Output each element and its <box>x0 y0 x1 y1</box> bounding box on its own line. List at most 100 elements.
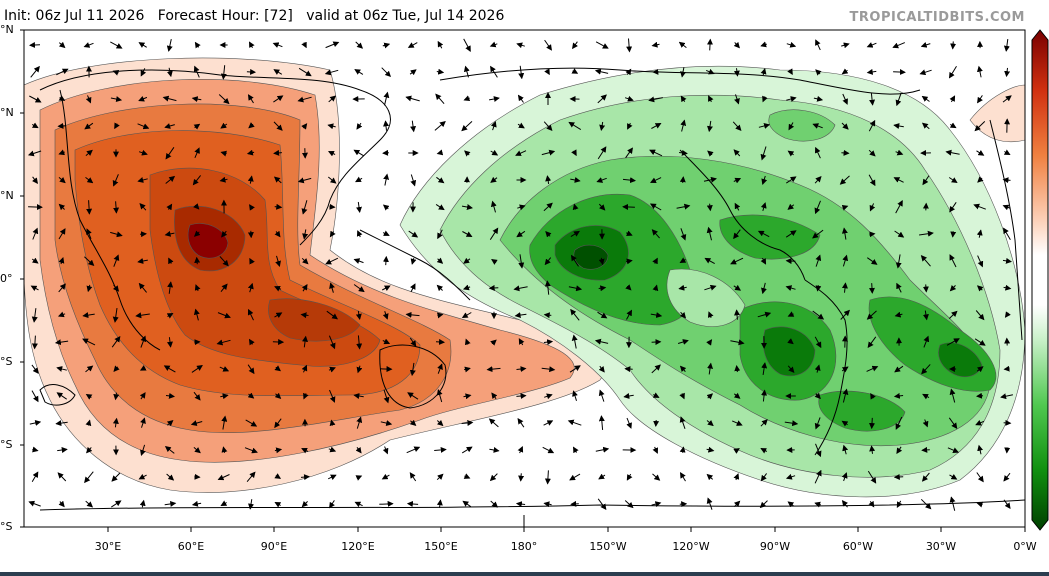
wind-arrow <box>1004 67 1011 78</box>
wind-arrow <box>463 393 472 400</box>
wind-arrow <box>297 177 312 184</box>
wind-arrow <box>948 417 958 430</box>
wind-arrow <box>220 283 228 293</box>
wind-arrow <box>867 336 877 349</box>
wind-arrow <box>219 366 230 372</box>
wind-arrow <box>624 500 634 509</box>
wind-arrow <box>761 175 768 185</box>
wind-arrow <box>842 388 849 403</box>
wind-arrow <box>135 312 150 319</box>
wind-arrow <box>302 335 309 348</box>
wind-arrow <box>301 200 308 215</box>
wind-arrow <box>894 230 905 238</box>
wind-arrow <box>58 203 66 211</box>
wind-arrow <box>194 284 201 292</box>
wind-arrow <box>760 419 768 427</box>
wind-arrow <box>58 95 66 101</box>
wind-arrow <box>921 446 930 453</box>
wind-arrow <box>787 150 795 157</box>
wind-arrow <box>219 256 229 267</box>
wind-arrow <box>408 230 419 238</box>
wind-arrow <box>463 257 471 264</box>
wind-arrow <box>866 365 879 372</box>
wind-arrow <box>976 229 983 238</box>
wind-arrow <box>730 339 745 346</box>
wind-arrow <box>784 420 799 427</box>
wind-arrow <box>31 176 39 184</box>
wind-arrow <box>193 391 201 401</box>
wind-arrow <box>436 284 444 292</box>
wind-arrow <box>298 67 312 77</box>
wind-arrow <box>787 338 794 345</box>
wind-arrow <box>190 420 203 426</box>
wind-arrow <box>138 42 147 48</box>
wind-arrow <box>706 473 714 481</box>
wind-arrow <box>866 42 877 48</box>
wind-arrow <box>706 419 714 427</box>
wind-arrow <box>163 365 176 373</box>
wind-arrow <box>275 255 281 268</box>
wind-arrow <box>327 123 336 130</box>
wind-arrow <box>194 147 200 159</box>
wind-arrow <box>1003 149 1011 155</box>
wind-arrow <box>354 69 364 75</box>
wind-arrow <box>977 176 984 183</box>
wind-arrow <box>544 68 550 76</box>
wind-arrow <box>733 68 740 77</box>
wind-arrow <box>247 392 255 399</box>
wind-arrow <box>140 68 147 77</box>
wind-arrow <box>676 203 691 210</box>
wind-arrow <box>86 284 93 293</box>
wind-arrow <box>627 122 633 130</box>
wind-arrow <box>733 392 741 399</box>
wind-arrow <box>274 203 283 210</box>
wind-arrow <box>894 311 903 318</box>
wind-arrow <box>111 472 121 482</box>
wind-arrow <box>301 364 308 373</box>
wind-arrow <box>490 176 498 183</box>
wind-arrow <box>516 366 527 373</box>
wind-arrow <box>327 474 337 481</box>
wind-arrow <box>842 254 849 267</box>
wind-arrow <box>651 364 661 374</box>
wind-arrow <box>463 366 471 373</box>
wind-arrow <box>760 202 767 212</box>
wind-arrow <box>31 122 39 129</box>
wind-arrow <box>138 282 147 293</box>
wind-arrow <box>248 338 255 346</box>
wind-arrow <box>138 149 148 156</box>
wind-arrow <box>948 310 958 319</box>
lon-label-30w: 30°W <box>925 540 957 553</box>
wind-arrow <box>274 285 282 292</box>
wind-arrow <box>516 393 527 400</box>
wind-arrow <box>814 364 821 373</box>
wind-arrow <box>29 95 42 103</box>
wind-arrow <box>410 120 417 133</box>
wind-arrow <box>543 312 552 319</box>
wind-arrow <box>570 254 579 267</box>
lat-label-3: °N <box>0 189 14 202</box>
wind-arrow <box>598 415 605 430</box>
wind-arrow <box>112 174 119 187</box>
wind-arrow <box>652 284 659 292</box>
wind-arrow <box>437 229 443 240</box>
wind-arrow <box>86 200 93 215</box>
wind-arrow <box>166 38 173 52</box>
wind-arrow <box>573 446 579 454</box>
wind-arrow <box>355 176 363 183</box>
wind-arrow <box>461 446 473 454</box>
wind-arrow <box>1003 284 1012 291</box>
wind-arrow <box>55 420 68 427</box>
wind-arrow <box>82 312 95 319</box>
wind-arrow <box>733 448 740 454</box>
wind-arrow <box>140 444 146 457</box>
wind-arrow <box>895 92 902 107</box>
wind-arrow <box>976 472 984 483</box>
wind-arrow <box>383 173 390 186</box>
wind-arrow <box>651 501 662 508</box>
wind-arrow <box>463 65 470 78</box>
wind-arrow <box>410 257 417 265</box>
wind-arrow <box>164 500 177 507</box>
wind-arrow <box>869 283 875 294</box>
wind-arrow <box>734 202 741 211</box>
